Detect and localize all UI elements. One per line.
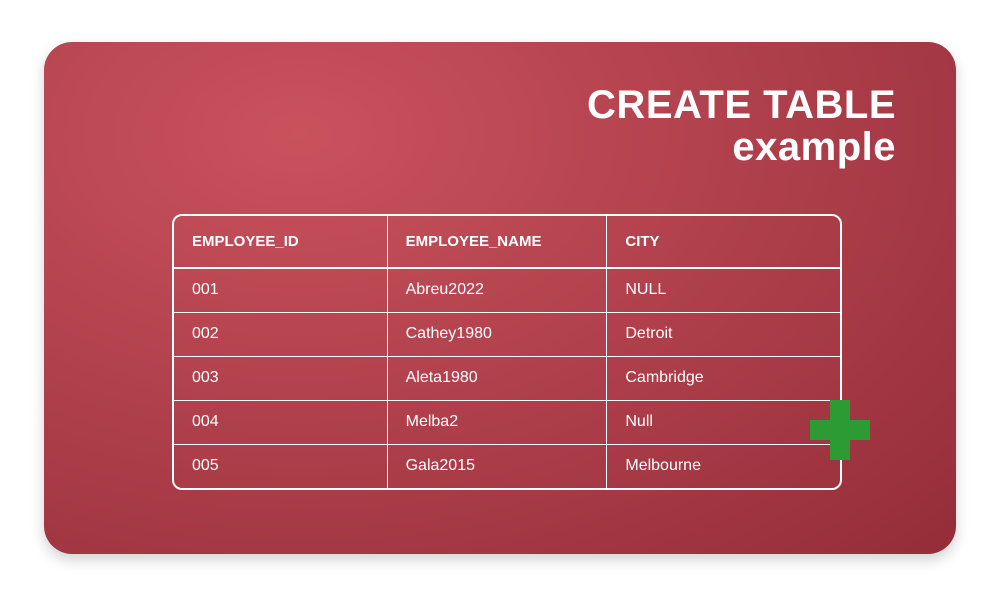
table-row: 002 Cathey1980 Detroit <box>174 312 840 356</box>
cell-city: Null <box>607 400 840 444</box>
cell-city: Detroit <box>607 312 840 356</box>
col-header-employee-name: EMPLOYEE_NAME <box>387 216 607 268</box>
cell-employee-name: Abreu2022 <box>387 268 607 312</box>
cell-employee-name: Cathey1980 <box>387 312 607 356</box>
cell-employee-id: 001 <box>174 268 387 312</box>
table-row: 004 Melba2 Null <box>174 400 840 444</box>
cell-employee-id: 005 <box>174 444 387 488</box>
page-title: CREATE TABLE example <box>587 84 896 168</box>
cell-employee-name: Gala2015 <box>387 444 607 488</box>
table-row: 001 Abreu2022 NULL <box>174 268 840 312</box>
title-line-2: example <box>587 126 896 168</box>
col-header-employee-id: EMPLOYEE_ID <box>174 216 387 268</box>
cell-employee-id: 002 <box>174 312 387 356</box>
card: CREATE TABLE example EMPLOYEE_ID EMPLOYE… <box>44 42 956 554</box>
cell-employee-id: 003 <box>174 356 387 400</box>
title-line-1: CREATE TABLE <box>587 84 896 126</box>
table-row: 003 Aleta1980 Cambridge <box>174 356 840 400</box>
table-row: 005 Gala2015 Melbourne <box>174 444 840 488</box>
table-header-row: EMPLOYEE_ID EMPLOYEE_NAME CITY <box>174 216 840 268</box>
cell-employee-id: 004 <box>174 400 387 444</box>
cell-employee-name: Aleta1980 <box>387 356 607 400</box>
table: EMPLOYEE_ID EMPLOYEE_NAME CITY 001 Abreu… <box>174 216 840 488</box>
col-header-city: CITY <box>607 216 840 268</box>
cell-city: Cambridge <box>607 356 840 400</box>
cell-employee-name: Melba2 <box>387 400 607 444</box>
employee-table: EMPLOYEE_ID EMPLOYEE_NAME CITY 001 Abreu… <box>172 214 842 490</box>
cell-city: NULL <box>607 268 840 312</box>
cell-city: Melbourne <box>607 444 840 488</box>
plus-icon <box>810 400 870 460</box>
